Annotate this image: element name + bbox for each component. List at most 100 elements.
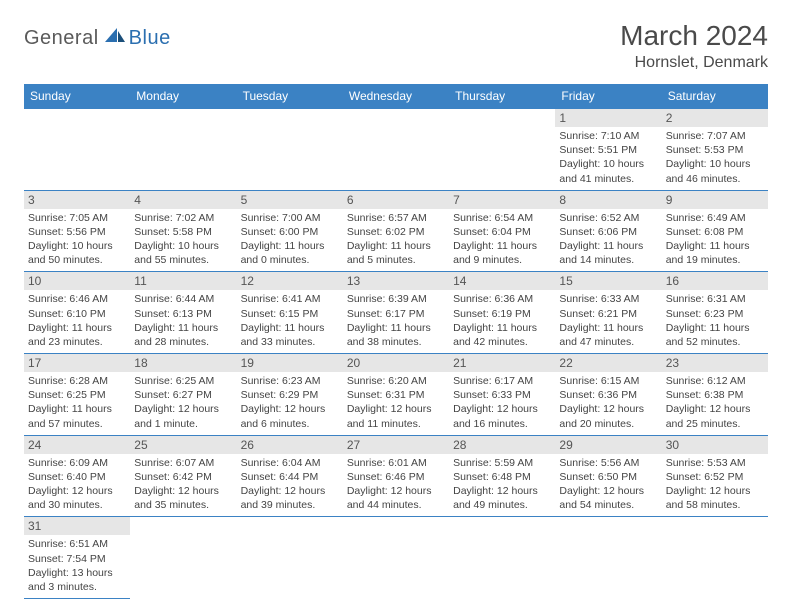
day-header: Friday: [555, 84, 661, 109]
day-number: 24: [24, 436, 130, 454]
daylight-line-2: and 6 minutes.: [241, 417, 339, 431]
calendar-body: 1Sunrise: 7:10 AMSunset: 5:51 PMDaylight…: [24, 109, 768, 599]
daylight-line-2: and 30 minutes.: [28, 498, 126, 512]
sunset-line: Sunset: 6:50 PM: [559, 470, 657, 484]
daylight-line-2: and 57 minutes.: [28, 417, 126, 431]
day-details: Sunrise: 6:33 AMSunset: 6:21 PMDaylight:…: [555, 290, 661, 353]
daylight-line-1: Daylight: 10 hours: [559, 157, 657, 171]
sunset-line: Sunset: 6:08 PM: [666, 225, 764, 239]
sunrise-line: Sunrise: 6:54 AM: [453, 211, 551, 225]
daylight-line-2: and 33 minutes.: [241, 335, 339, 349]
daylight-line-2: and 50 minutes.: [28, 253, 126, 267]
empty-cell: [130, 517, 236, 599]
calendar-row: 1Sunrise: 7:10 AMSunset: 5:51 PMDaylight…: [24, 109, 768, 191]
day-number: 26: [237, 436, 343, 454]
sunset-line: Sunset: 6:13 PM: [134, 307, 232, 321]
daylight-line-1: Daylight: 12 hours: [347, 484, 445, 498]
empty-cell: [343, 517, 449, 599]
daylight-line-2: and 58 minutes.: [666, 498, 764, 512]
sunrise-line: Sunrise: 6:33 AM: [559, 292, 657, 306]
sunset-line: Sunset: 6:46 PM: [347, 470, 445, 484]
sunset-line: Sunset: 6:27 PM: [134, 388, 232, 402]
empty-cell: [130, 109, 236, 191]
day-header: Wednesday: [343, 84, 449, 109]
daylight-line-1: Daylight: 11 hours: [134, 321, 232, 335]
daylight-line-2: and 41 minutes.: [559, 172, 657, 186]
daylight-line-1: Daylight: 11 hours: [559, 239, 657, 253]
sunrise-line: Sunrise: 6:41 AM: [241, 292, 339, 306]
day-cell: 30Sunrise: 5:53 AMSunset: 6:52 PMDayligh…: [662, 435, 768, 517]
day-number: 22: [555, 354, 661, 372]
calendar-row: 31Sunrise: 6:51 AMSunset: 7:54 PMDayligh…: [24, 517, 768, 599]
sunset-line: Sunset: 6:29 PM: [241, 388, 339, 402]
sunrise-line: Sunrise: 7:00 AM: [241, 211, 339, 225]
day-number: 18: [130, 354, 236, 372]
calendar-row: 3Sunrise: 7:05 AMSunset: 5:56 PMDaylight…: [24, 190, 768, 272]
day-number: 9: [662, 191, 768, 209]
day-number: 8: [555, 191, 661, 209]
daylight-line-2: and 55 minutes.: [134, 253, 232, 267]
day-cell: 20Sunrise: 6:20 AMSunset: 6:31 PMDayligh…: [343, 354, 449, 436]
daylight-line-2: and 49 minutes.: [453, 498, 551, 512]
sunrise-line: Sunrise: 7:10 AM: [559, 129, 657, 143]
day-details: Sunrise: 6:15 AMSunset: 6:36 PMDaylight:…: [555, 372, 661, 435]
daylight-line-2: and 38 minutes.: [347, 335, 445, 349]
daylight-line-2: and 25 minutes.: [666, 417, 764, 431]
day-number: 17: [24, 354, 130, 372]
day-details: Sunrise: 6:09 AMSunset: 6:40 PMDaylight:…: [24, 454, 130, 517]
day-cell: 5Sunrise: 7:00 AMSunset: 6:00 PMDaylight…: [237, 190, 343, 272]
day-number: 29: [555, 436, 661, 454]
sunrise-line: Sunrise: 6:17 AM: [453, 374, 551, 388]
day-cell: 29Sunrise: 5:56 AMSunset: 6:50 PMDayligh…: [555, 435, 661, 517]
day-details: Sunrise: 6:44 AMSunset: 6:13 PMDaylight:…: [130, 290, 236, 353]
day-header: Thursday: [449, 84, 555, 109]
day-number: 19: [237, 354, 343, 372]
day-number: 27: [343, 436, 449, 454]
sunset-line: Sunset: 6:36 PM: [559, 388, 657, 402]
day-details: Sunrise: 6:54 AMSunset: 6:04 PMDaylight:…: [449, 209, 555, 272]
calendar-row: 17Sunrise: 6:28 AMSunset: 6:25 PMDayligh…: [24, 354, 768, 436]
day-details: Sunrise: 6:12 AMSunset: 6:38 PMDaylight:…: [662, 372, 768, 435]
day-number: 31: [24, 517, 130, 535]
day-details: Sunrise: 5:59 AMSunset: 6:48 PMDaylight:…: [449, 454, 555, 517]
daylight-line-1: Daylight: 11 hours: [559, 321, 657, 335]
sunrise-line: Sunrise: 6:57 AM: [347, 211, 445, 225]
day-header-row: Sunday Monday Tuesday Wednesday Thursday…: [24, 84, 768, 109]
day-number: 6: [343, 191, 449, 209]
day-details: Sunrise: 6:36 AMSunset: 6:19 PMDaylight:…: [449, 290, 555, 353]
sunrise-line: Sunrise: 7:07 AM: [666, 129, 764, 143]
day-header: Saturday: [662, 84, 768, 109]
day-details: Sunrise: 6:25 AMSunset: 6:27 PMDaylight:…: [130, 372, 236, 435]
day-number: 4: [130, 191, 236, 209]
daylight-line-1: Daylight: 11 hours: [347, 239, 445, 253]
day-details: Sunrise: 7:05 AMSunset: 5:56 PMDaylight:…: [24, 209, 130, 272]
daylight-line-2: and 14 minutes.: [559, 253, 657, 267]
day-details: Sunrise: 7:10 AMSunset: 5:51 PMDaylight:…: [555, 127, 661, 190]
day-details: Sunrise: 6:04 AMSunset: 6:44 PMDaylight:…: [237, 454, 343, 517]
location: Hornslet, Denmark: [620, 54, 768, 72]
sunset-line: Sunset: 6:38 PM: [666, 388, 764, 402]
daylight-line-1: Daylight: 11 hours: [347, 321, 445, 335]
day-cell: 14Sunrise: 6:36 AMSunset: 6:19 PMDayligh…: [449, 272, 555, 354]
daylight-line-1: Daylight: 11 hours: [28, 402, 126, 416]
daylight-line-2: and 39 minutes.: [241, 498, 339, 512]
day-details: Sunrise: 7:02 AMSunset: 5:58 PMDaylight:…: [130, 209, 236, 272]
sunrise-line: Sunrise: 7:05 AM: [28, 211, 126, 225]
daylight-line-1: Daylight: 12 hours: [134, 402, 232, 416]
day-cell: 7Sunrise: 6:54 AMSunset: 6:04 PMDaylight…: [449, 190, 555, 272]
day-details: Sunrise: 6:41 AMSunset: 6:15 PMDaylight:…: [237, 290, 343, 353]
daylight-line-2: and 52 minutes.: [666, 335, 764, 349]
sunrise-line: Sunrise: 6:12 AM: [666, 374, 764, 388]
day-cell: 25Sunrise: 6:07 AMSunset: 6:42 PMDayligh…: [130, 435, 236, 517]
day-number: 12: [237, 272, 343, 290]
sunset-line: Sunset: 6:15 PM: [241, 307, 339, 321]
daylight-line-2: and 5 minutes.: [347, 253, 445, 267]
day-number: 20: [343, 354, 449, 372]
sunrise-line: Sunrise: 5:56 AM: [559, 456, 657, 470]
sunset-line: Sunset: 5:53 PM: [666, 143, 764, 157]
empty-cell: [449, 517, 555, 599]
day-details: Sunrise: 6:20 AMSunset: 6:31 PMDaylight:…: [343, 372, 449, 435]
day-cell: 28Sunrise: 5:59 AMSunset: 6:48 PMDayligh…: [449, 435, 555, 517]
empty-cell: [343, 109, 449, 191]
daylight-line-1: Daylight: 10 hours: [28, 239, 126, 253]
